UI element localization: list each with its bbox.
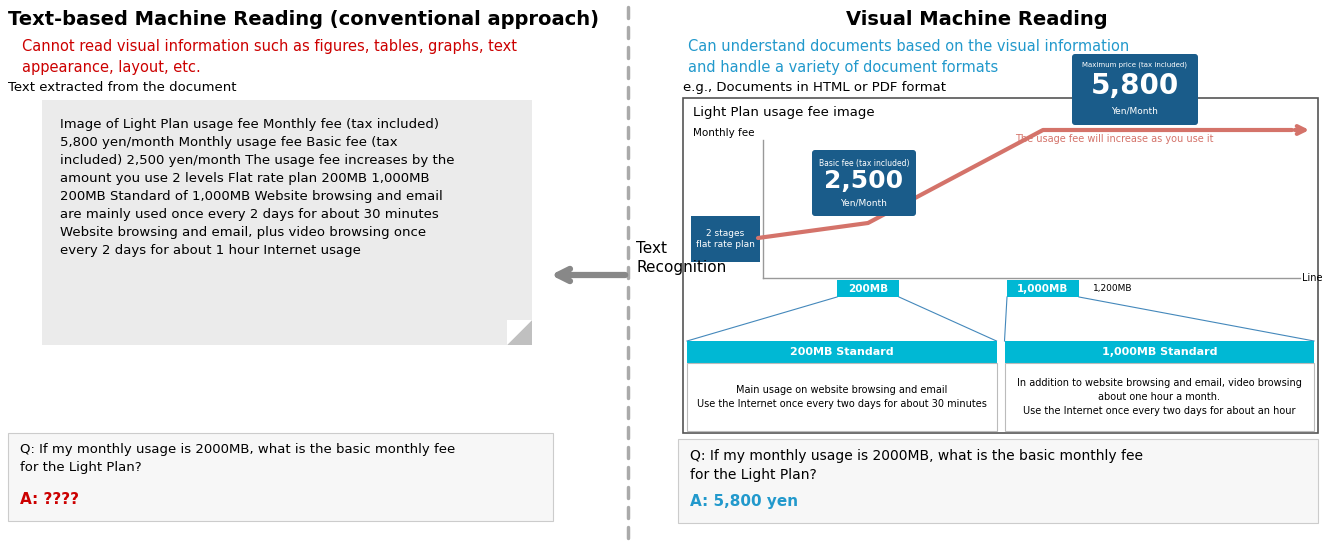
FancyBboxPatch shape bbox=[1006, 280, 1079, 297]
Text: 1,000MB Standard: 1,000MB Standard bbox=[1102, 347, 1217, 357]
Text: Q: If my monthly usage is 2000MB, what is the basic monthly fee
for the Light Pl: Q: If my monthly usage is 2000MB, what i… bbox=[20, 443, 455, 474]
Text: Light Plan usage fee image: Light Plan usage fee image bbox=[693, 106, 875, 119]
Text: The usage fee will increase as you use it: The usage fee will increase as you use i… bbox=[1016, 134, 1215, 144]
Text: In addition to website browsing and email, video browsing
about one hour a month: In addition to website browsing and emai… bbox=[1017, 378, 1302, 415]
Text: Text
Recognition: Text Recognition bbox=[636, 241, 727, 275]
Text: 5,800: 5,800 bbox=[1091, 73, 1179, 100]
Text: 200MB: 200MB bbox=[847, 283, 888, 294]
Text: 2,500: 2,500 bbox=[825, 169, 903, 193]
Text: Text-based Machine Reading (conventional approach): Text-based Machine Reading (conventional… bbox=[8, 10, 599, 29]
FancyBboxPatch shape bbox=[678, 439, 1318, 523]
FancyBboxPatch shape bbox=[812, 150, 916, 216]
Text: Maximum price (tax included): Maximum price (tax included) bbox=[1082, 62, 1188, 68]
FancyBboxPatch shape bbox=[42, 100, 532, 345]
FancyBboxPatch shape bbox=[8, 433, 553, 521]
Polygon shape bbox=[507, 320, 532, 345]
Text: Q: If my monthly usage is 2000MB, what is the basic monthly fee
for the Light Pl: Q: If my monthly usage is 2000MB, what i… bbox=[690, 449, 1143, 483]
Text: Can understand documents based on the visual information
and handle a variety of: Can understand documents based on the vi… bbox=[688, 39, 1130, 75]
Text: Yen/Month: Yen/Month bbox=[841, 198, 887, 207]
Text: 1,200MB: 1,200MB bbox=[1093, 284, 1132, 293]
Text: Cannot read visual information such as figures, tables, graphs, text
appearance,: Cannot read visual information such as f… bbox=[23, 39, 517, 75]
Text: Text extracted from the document: Text extracted from the document bbox=[8, 81, 236, 94]
Text: Image of Light Plan usage fee Monthly fee (tax included)
5,800 yen/month Monthly: Image of Light Plan usage fee Monthly fe… bbox=[60, 118, 455, 257]
Text: Basic fee (tax included): Basic fee (tax included) bbox=[818, 159, 910, 168]
FancyBboxPatch shape bbox=[691, 216, 760, 262]
Text: Yen/Month: Yen/Month bbox=[1111, 107, 1159, 116]
FancyBboxPatch shape bbox=[683, 98, 1318, 433]
Text: Visual Machine Reading: Visual Machine Reading bbox=[846, 10, 1107, 29]
Text: Monthly fee: Monthly fee bbox=[693, 128, 754, 138]
FancyBboxPatch shape bbox=[1071, 54, 1197, 125]
Polygon shape bbox=[507, 320, 532, 345]
Text: e.g., Documents in HTML or PDF format: e.g., Documents in HTML or PDF format bbox=[683, 81, 945, 94]
FancyBboxPatch shape bbox=[1005, 363, 1314, 431]
FancyBboxPatch shape bbox=[687, 363, 997, 431]
Text: A: 5,800 yen: A: 5,800 yen bbox=[690, 494, 798, 509]
Text: A: ????: A: ???? bbox=[20, 492, 80, 507]
Text: 2 stages
flat rate plan: 2 stages flat rate plan bbox=[696, 229, 754, 249]
Text: 1,000MB: 1,000MB bbox=[1017, 283, 1069, 294]
FancyBboxPatch shape bbox=[687, 341, 997, 363]
Text: 200MB Standard: 200MB Standard bbox=[790, 347, 894, 357]
FancyBboxPatch shape bbox=[837, 280, 899, 297]
FancyBboxPatch shape bbox=[1005, 341, 1314, 363]
Text: Line usage: Line usage bbox=[1302, 273, 1326, 283]
Text: Main usage on website browsing and email
Use the Internet once every two days fo: Main usage on website browsing and email… bbox=[696, 385, 987, 409]
